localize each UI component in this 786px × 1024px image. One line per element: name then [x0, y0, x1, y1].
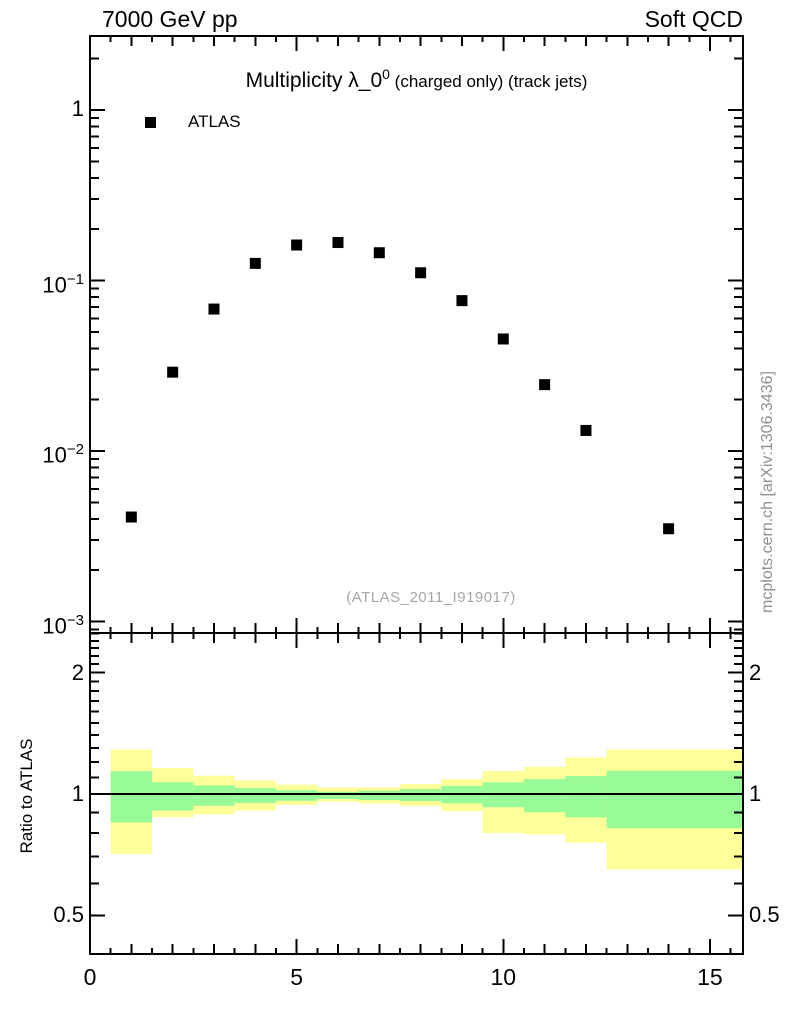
uncertainty-band-outer-group	[110, 749, 743, 870]
data-point-marker	[539, 379, 551, 391]
axis-tick-label: 10−2	[42, 441, 84, 468]
data-point-marker	[456, 295, 468, 307]
plot-title-superscript: 0	[382, 66, 390, 82]
data-point-marker	[291, 239, 303, 251]
data-points-atlas	[125, 237, 675, 535]
mcplots-arxiv-note: mcplots.cern.ch [arXiv:1306.3436]	[759, 371, 776, 613]
beam-energy-label: 7000 GeV pp	[102, 6, 238, 32]
axis-tick-label: 2	[71, 659, 84, 685]
axis-tick-label: 2	[749, 659, 762, 685]
uncertainty-band-inner-group	[110, 770, 743, 829]
data-point-marker	[249, 257, 261, 269]
axis-tick-label: 1	[71, 781, 84, 806]
axis-tick-label: 10−1	[42, 270, 84, 297]
axis-tick-label: 10−3	[42, 611, 84, 638]
data-point-marker	[663, 523, 675, 535]
analysis-id-watermark: (ATLAS_2011_I919017)	[346, 589, 516, 606]
axis-tick-label: 15	[697, 964, 723, 990]
data-point-marker	[208, 303, 220, 315]
axis-tick-label: 10	[490, 964, 517, 990]
data-point-marker	[125, 511, 137, 523]
legend: ATLAS	[145, 111, 241, 133]
axis-tick-label: 1	[71, 96, 84, 121]
data-point-marker	[497, 333, 509, 345]
data-point-marker	[373, 247, 385, 259]
axis-tick-label: 0.5	[749, 902, 780, 928]
legend-label-atlas: ATLAS	[188, 112, 241, 131]
axis-tick-label: 5	[290, 964, 304, 990]
atlas-marker-swatch	[145, 116, 156, 128]
plot-title-note: (charged only) (track jets)	[389, 72, 588, 91]
process-group-label: Soft QCD	[644, 6, 743, 32]
panel-frames	[89, 35, 744, 955]
data-point-marker	[332, 237, 344, 249]
axis-tick-label: 0.5	[53, 902, 84, 928]
data-point-marker	[580, 424, 592, 436]
data-point-marker	[167, 366, 179, 378]
plot-title-main: Multiplicity λ_0	[245, 69, 383, 92]
data-point-marker	[415, 267, 427, 279]
axis-ticks	[91, 37, 742, 953]
axis-tick-label: 1	[749, 781, 762, 806]
axis-tick-label: 0	[83, 964, 97, 990]
plot-title: Multiplicity λ_00 (charged only) (track …	[90, 66, 743, 93]
